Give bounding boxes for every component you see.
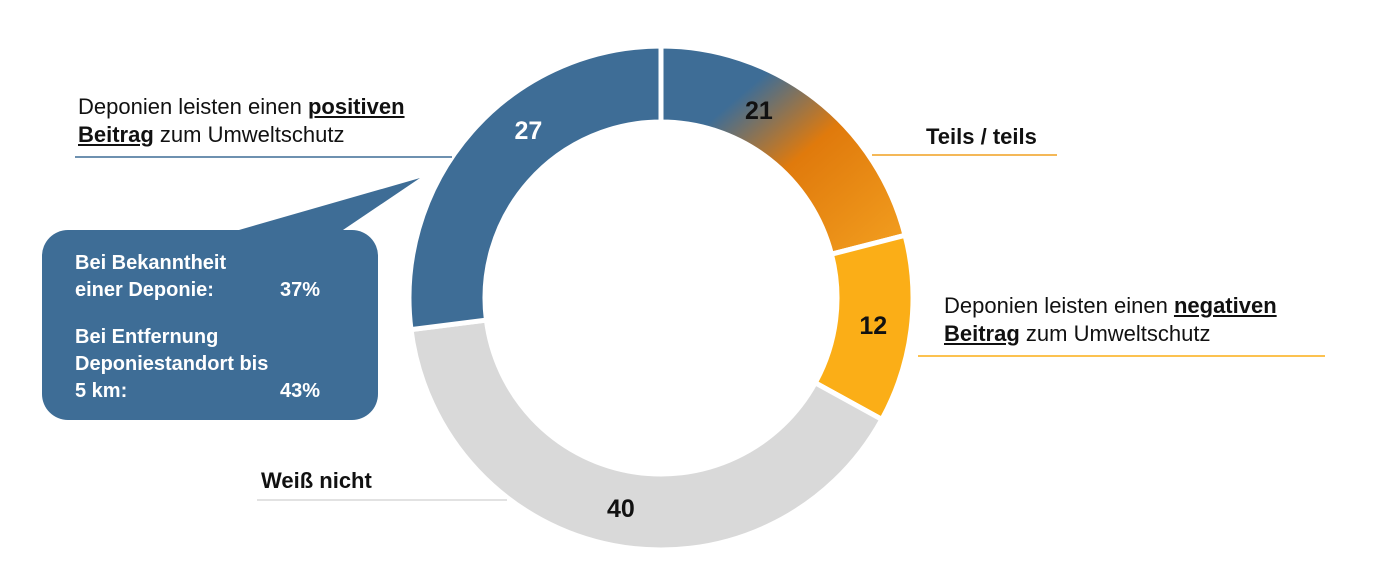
label-positive-bold2: Beitrag bbox=[78, 122, 154, 147]
label-positive-bold1: positiven bbox=[307, 94, 405, 119]
slice-weiss-nicht bbox=[408, 317, 886, 553]
label-negative-bold1: negativen bbox=[1173, 293, 1277, 318]
label-positive-post: zum Umweltschutz bbox=[153, 122, 345, 147]
slice-positive bbox=[406, 43, 664, 333]
slice-teils bbox=[658, 43, 909, 258]
label-negative-bold2: Beitrag bbox=[944, 321, 1020, 346]
callout-row2-text: Bei Entfernung Deponiestandort bis 5 km: bbox=[75, 326, 269, 402]
callout-row1-text: Bei Bekanntheit einer Deponie: bbox=[75, 252, 227, 301]
label-teils: Teils / teils bbox=[926, 124, 1037, 149]
slice-negative-value-label: 12 bbox=[859, 312, 887, 340]
slice-teils-value-label: 21 bbox=[745, 97, 773, 125]
label-positive: Deponien leisten einen positiven Beitrag… bbox=[78, 93, 478, 149]
label-negative-pre: Deponien leisten einen bbox=[944, 293, 1174, 318]
label-weiss-nicht: Weiß nicht bbox=[261, 468, 372, 493]
donut-slices bbox=[406, 43, 916, 553]
label-negative-post: zum Umweltschutz bbox=[1019, 321, 1211, 346]
callout-row1-value: 37% bbox=[280, 279, 321, 301]
slice-value-labels: 21 12 40 27 bbox=[514, 97, 887, 523]
callout-row2-value: 43% bbox=[280, 380, 321, 402]
callout-box: Bei Bekanntheit einer Deponie: 37% Bei E… bbox=[42, 230, 378, 420]
callout-row-entfernung: Bei Entfernung Deponiestandort bis 5 km:… bbox=[75, 324, 358, 405]
label-negative: Deponien leisten einen negativen Beitrag… bbox=[944, 292, 1364, 348]
callout-pointer bbox=[232, 178, 420, 232]
slice-positive-value-label: 27 bbox=[514, 117, 542, 145]
label-positive-pre: Deponien leisten einen bbox=[78, 94, 308, 119]
callout-row-bekanntheit: Bei Bekanntheit einer Deponie: 37% bbox=[75, 250, 358, 304]
slice-weiss-nicht-value-label: 40 bbox=[607, 495, 635, 523]
